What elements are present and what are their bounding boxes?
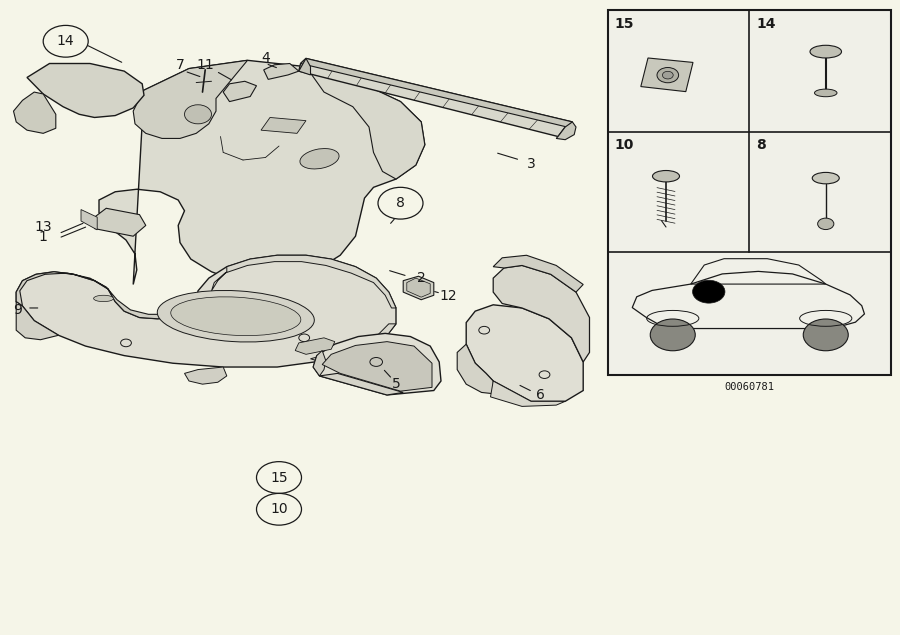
Ellipse shape — [814, 89, 837, 97]
Polygon shape — [493, 265, 590, 362]
Text: 12: 12 — [439, 289, 457, 303]
Text: 15: 15 — [270, 471, 288, 485]
Text: 14: 14 — [756, 17, 776, 31]
Polygon shape — [261, 117, 306, 133]
Polygon shape — [184, 367, 227, 384]
Polygon shape — [301, 58, 572, 127]
Polygon shape — [320, 373, 403, 395]
Circle shape — [378, 187, 423, 219]
Polygon shape — [407, 278, 430, 297]
Text: 4: 4 — [261, 51, 270, 65]
Text: 6: 6 — [536, 388, 544, 402]
Polygon shape — [16, 272, 196, 319]
Text: 7: 7 — [176, 58, 184, 72]
Ellipse shape — [300, 149, 339, 169]
Polygon shape — [457, 344, 493, 394]
Text: 10: 10 — [270, 502, 288, 516]
Circle shape — [650, 319, 695, 351]
Polygon shape — [16, 255, 396, 367]
Polygon shape — [16, 302, 58, 340]
Circle shape — [693, 280, 725, 303]
Polygon shape — [466, 305, 583, 401]
Circle shape — [803, 319, 848, 351]
Circle shape — [43, 25, 88, 57]
Polygon shape — [641, 58, 693, 91]
Polygon shape — [223, 81, 256, 102]
Polygon shape — [299, 58, 572, 137]
Bar — [608, 10, 891, 375]
Text: 8: 8 — [396, 196, 405, 210]
Text: 1: 1 — [39, 231, 48, 244]
Polygon shape — [133, 60, 248, 138]
Polygon shape — [403, 276, 434, 300]
Polygon shape — [99, 60, 425, 284]
Polygon shape — [212, 255, 396, 308]
Text: 5: 5 — [392, 377, 400, 391]
Ellipse shape — [652, 170, 680, 182]
Circle shape — [256, 493, 302, 525]
Text: 14: 14 — [57, 34, 75, 48]
Polygon shape — [491, 381, 565, 406]
Ellipse shape — [810, 45, 842, 58]
Text: 15: 15 — [615, 17, 634, 31]
Circle shape — [256, 462, 302, 493]
Circle shape — [184, 105, 212, 124]
Polygon shape — [493, 255, 583, 292]
Text: 9: 9 — [14, 303, 22, 317]
Polygon shape — [299, 58, 310, 75]
Polygon shape — [81, 210, 97, 230]
Polygon shape — [27, 64, 144, 117]
Text: 00060781: 00060781 — [724, 382, 774, 392]
Ellipse shape — [171, 297, 301, 336]
Polygon shape — [94, 208, 146, 236]
Polygon shape — [313, 333, 441, 395]
Text: 10: 10 — [615, 138, 634, 152]
Polygon shape — [310, 324, 396, 361]
Text: 3: 3 — [526, 157, 536, 171]
Polygon shape — [295, 338, 335, 354]
Polygon shape — [556, 122, 576, 140]
Circle shape — [657, 67, 679, 83]
Text: 11: 11 — [196, 58, 214, 72]
Text: 2: 2 — [417, 271, 426, 285]
Circle shape — [817, 218, 833, 229]
Polygon shape — [313, 351, 326, 376]
Polygon shape — [322, 342, 432, 391]
Circle shape — [662, 71, 673, 79]
Ellipse shape — [158, 290, 314, 342]
Ellipse shape — [812, 173, 839, 184]
Ellipse shape — [94, 295, 113, 302]
Polygon shape — [264, 64, 299, 79]
Polygon shape — [14, 92, 56, 133]
Text: 13: 13 — [34, 220, 52, 234]
Text: 8: 8 — [756, 138, 766, 152]
Polygon shape — [306, 67, 425, 179]
